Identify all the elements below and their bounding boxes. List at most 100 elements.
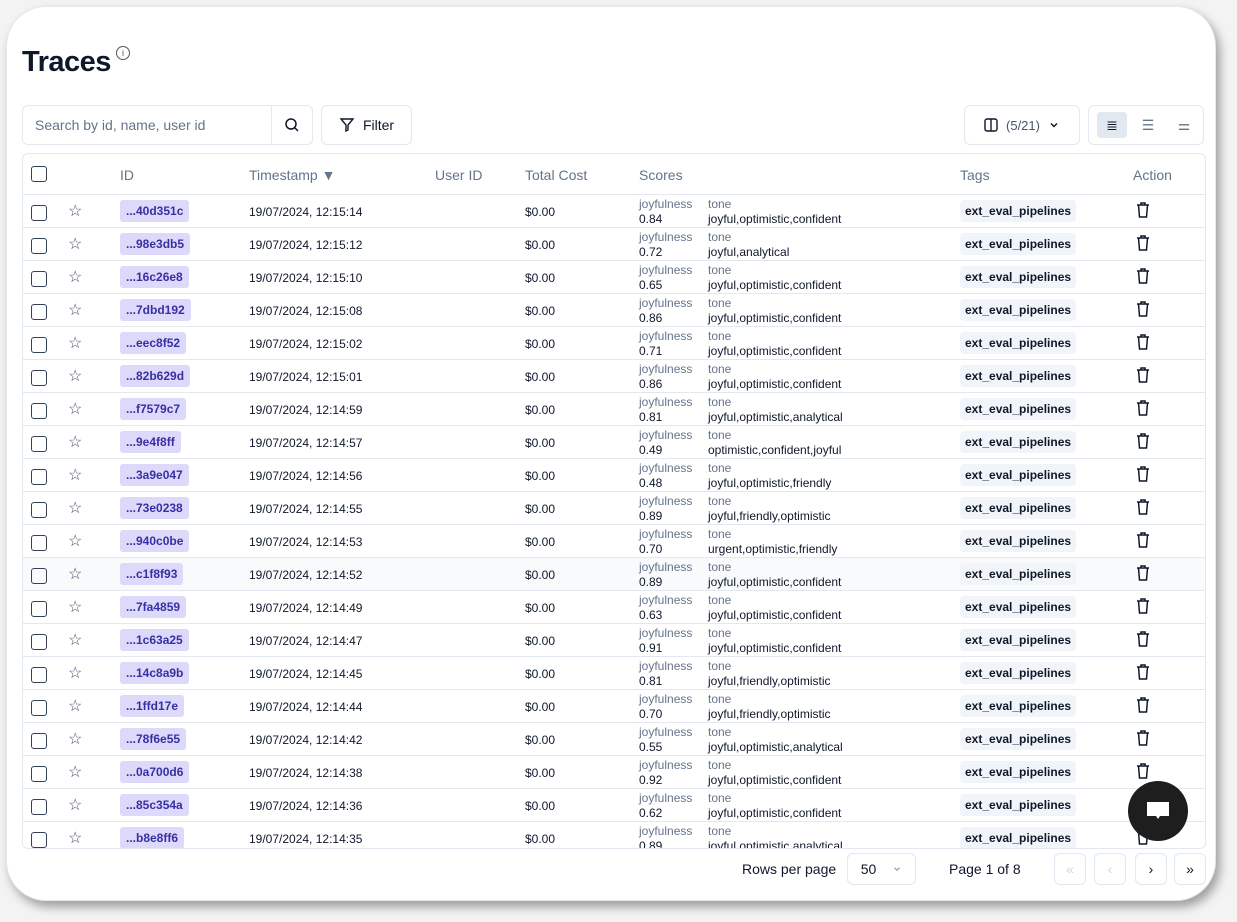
chat-button[interactable] bbox=[1128, 781, 1188, 841]
row-checkbox[interactable] bbox=[31, 568, 47, 584]
search-button[interactable] bbox=[271, 106, 312, 144]
star-icon[interactable]: ☆ bbox=[68, 368, 83, 385]
table-row[interactable]: ☆ ...7fa4859 19/07/2024, 12:14:49 $0.00 … bbox=[23, 591, 1205, 624]
table-row[interactable]: ☆ ...82b629d 19/07/2024, 12:15:01 $0.00 … bbox=[23, 360, 1205, 393]
star-icon[interactable]: ☆ bbox=[68, 797, 83, 814]
row-checkbox[interactable] bbox=[31, 535, 47, 551]
trash-icon[interactable] bbox=[1136, 202, 1150, 221]
trace-id-badge[interactable]: ...82b629d bbox=[120, 365, 191, 387]
trace-id-badge[interactable]: ...85c354a bbox=[120, 794, 189, 816]
row-checkbox[interactable] bbox=[31, 799, 47, 815]
trace-id-badge[interactable]: ...7fa4859 bbox=[120, 596, 187, 618]
trash-icon[interactable] bbox=[1136, 763, 1150, 782]
trash-icon[interactable] bbox=[1136, 301, 1150, 320]
trace-id-badge[interactable]: ...16c26e8 bbox=[120, 266, 189, 288]
last-page-button[interactable]: » bbox=[1174, 853, 1206, 885]
star-icon[interactable]: ☆ bbox=[68, 830, 83, 847]
table-row[interactable]: ☆ ...3a9e047 19/07/2024, 12:14:56 $0.00 … bbox=[23, 459, 1205, 492]
table-row[interactable]: ☆ ...9e4f8ff 19/07/2024, 12:14:57 $0.00 … bbox=[23, 426, 1205, 459]
col-id[interactable]: ID bbox=[120, 167, 134, 183]
rows-per-page-select[interactable]: 50 bbox=[847, 853, 916, 885]
trash-icon[interactable] bbox=[1136, 235, 1150, 254]
row-checkbox[interactable] bbox=[31, 766, 47, 782]
star-icon[interactable]: ☆ bbox=[68, 500, 83, 517]
table-row[interactable]: ☆ ...1c63a25 19/07/2024, 12:14:47 $0.00 … bbox=[23, 624, 1205, 657]
search-input[interactable] bbox=[23, 106, 271, 144]
star-icon[interactable]: ☆ bbox=[68, 566, 83, 583]
table-row[interactable]: ☆ ...78f6e55 19/07/2024, 12:14:42 $0.00 … bbox=[23, 723, 1205, 756]
trash-icon[interactable] bbox=[1136, 697, 1150, 716]
table-row[interactable]: ☆ ...73e0238 19/07/2024, 12:14:55 $0.00 … bbox=[23, 492, 1205, 525]
table-row[interactable]: ☆ ...0a700d6 19/07/2024, 12:14:38 $0.00 … bbox=[23, 756, 1205, 789]
col-tags[interactable]: Tags bbox=[960, 167, 990, 183]
trace-id-badge[interactable]: ...40d351c bbox=[120, 200, 190, 222]
trash-icon[interactable] bbox=[1136, 532, 1150, 551]
table-row[interactable]: ☆ ...1ffd17e 19/07/2024, 12:14:44 $0.00 … bbox=[23, 690, 1205, 723]
row-checkbox[interactable] bbox=[31, 337, 47, 353]
trace-id-badge[interactable]: ...1c63a25 bbox=[120, 629, 189, 651]
table-row[interactable]: ☆ ...40d351c 19/07/2024, 12:15:14 $0.00 … bbox=[23, 195, 1205, 228]
star-icon[interactable]: ☆ bbox=[68, 401, 83, 418]
table-row[interactable]: ☆ ...98e3db5 19/07/2024, 12:15:12 $0.00 … bbox=[23, 228, 1205, 261]
row-checkbox[interactable] bbox=[31, 403, 47, 419]
table-row[interactable]: ☆ ...940c0be 19/07/2024, 12:14:53 $0.00 … bbox=[23, 525, 1205, 558]
star-icon[interactable]: ☆ bbox=[68, 764, 83, 781]
star-icon[interactable]: ☆ bbox=[68, 302, 83, 319]
trace-id-badge[interactable]: ...b8e8ff6 bbox=[120, 827, 185, 848]
trash-icon[interactable] bbox=[1136, 466, 1150, 485]
star-icon[interactable]: ☆ bbox=[68, 434, 83, 451]
filter-button[interactable]: Filter bbox=[321, 105, 412, 145]
col-timestamp[interactable]: Timestamp ▼ bbox=[249, 167, 336, 183]
trace-id-badge[interactable]: ...73e0238 bbox=[120, 497, 189, 519]
trace-id-badge[interactable]: ...14c8a9b bbox=[120, 662, 190, 684]
row-checkbox[interactable] bbox=[31, 502, 47, 518]
trash-icon[interactable] bbox=[1136, 334, 1150, 353]
first-page-button[interactable]: « bbox=[1054, 853, 1086, 885]
trace-id-badge[interactable]: ...f7579c7 bbox=[120, 398, 187, 420]
star-icon[interactable]: ☆ bbox=[68, 731, 83, 748]
row-checkbox[interactable] bbox=[31, 634, 47, 650]
trace-id-badge[interactable]: ...3a9e047 bbox=[120, 464, 189, 486]
table-row[interactable]: ☆ ...7dbd192 19/07/2024, 12:15:08 $0.00 … bbox=[23, 294, 1205, 327]
star-icon[interactable]: ☆ bbox=[68, 236, 83, 253]
star-icon[interactable]: ☆ bbox=[68, 203, 83, 220]
info-icon[interactable]: i bbox=[116, 46, 130, 60]
next-page-button[interactable]: › bbox=[1135, 853, 1167, 885]
row-checkbox[interactable] bbox=[31, 700, 47, 716]
select-all-checkbox[interactable] bbox=[31, 166, 47, 182]
row-checkbox[interactable] bbox=[31, 469, 47, 485]
star-icon[interactable]: ☆ bbox=[68, 599, 83, 616]
trash-icon[interactable] bbox=[1136, 367, 1150, 386]
row-checkbox[interactable] bbox=[31, 271, 47, 287]
row-checkbox[interactable] bbox=[31, 436, 47, 452]
row-checkbox[interactable] bbox=[31, 733, 47, 749]
table-row[interactable]: ☆ ...85c354a 19/07/2024, 12:14:36 $0.00 … bbox=[23, 789, 1205, 822]
trace-id-badge[interactable]: ...940c0be bbox=[120, 530, 190, 552]
table-row[interactable]: ☆ ...c1f8f93 19/07/2024, 12:14:52 $0.00 … bbox=[23, 558, 1205, 591]
table-row[interactable]: ☆ ...14c8a9b 19/07/2024, 12:14:45 $0.00 … bbox=[23, 657, 1205, 690]
col-user-id[interactable]: User ID bbox=[435, 167, 483, 183]
table-row[interactable]: ☆ ...b8e8ff6 19/07/2024, 12:14:35 $0.00 … bbox=[23, 822, 1205, 848]
trash-icon[interactable] bbox=[1136, 499, 1150, 518]
density-medium-icon[interactable]: ☰ bbox=[1141, 116, 1155, 133]
star-icon[interactable]: ☆ bbox=[68, 467, 83, 484]
density-compact-icon[interactable]: ≣ bbox=[1097, 112, 1127, 138]
trace-id-badge[interactable]: ...98e3db5 bbox=[120, 233, 191, 255]
row-checkbox[interactable] bbox=[31, 370, 47, 386]
trace-id-badge[interactable]: ...9e4f8ff bbox=[120, 431, 181, 453]
trace-id-badge[interactable]: ...7dbd192 bbox=[120, 299, 191, 321]
star-icon[interactable]: ☆ bbox=[68, 335, 83, 352]
trace-id-badge[interactable]: ...c1f8f93 bbox=[120, 563, 184, 585]
trash-icon[interactable] bbox=[1136, 631, 1150, 650]
density-spacious-icon[interactable]: ⚌ bbox=[1177, 116, 1191, 133]
trash-icon[interactable] bbox=[1136, 565, 1150, 584]
row-checkbox[interactable] bbox=[31, 205, 47, 221]
trash-icon[interactable] bbox=[1136, 400, 1150, 419]
table-row[interactable]: ☆ ...16c26e8 19/07/2024, 12:15:10 $0.00 … bbox=[23, 261, 1205, 294]
trash-icon[interactable] bbox=[1136, 664, 1150, 683]
col-total-cost[interactable]: Total Cost bbox=[525, 167, 588, 183]
trace-id-badge[interactable]: ...0a700d6 bbox=[120, 761, 190, 783]
row-checkbox[interactable] bbox=[31, 667, 47, 683]
col-scores[interactable]: Scores bbox=[639, 167, 683, 183]
row-checkbox[interactable] bbox=[31, 304, 47, 320]
